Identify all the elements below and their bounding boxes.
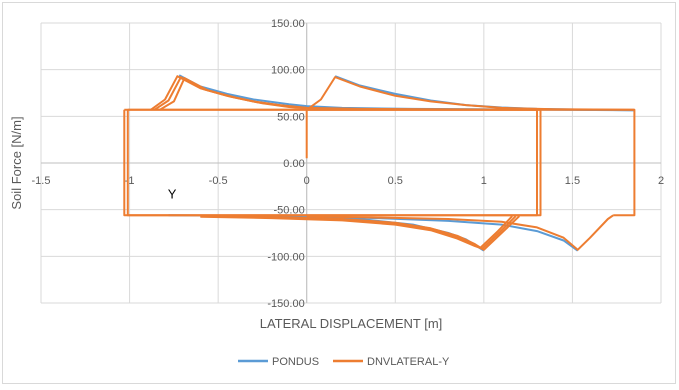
y-tick-label: 150.00 <box>271 18 305 30</box>
chart-frame: -1.5 -1 -0.5 0 0.5 1 1.5 2 150.00 100.00 50.00 0.00… <box>2 2 676 384</box>
series-line-dnvlateral-y <box>306 214 614 251</box>
y-tick-label: 50.00 <box>277 111 305 123</box>
x-tick-label: 0 <box>304 175 310 187</box>
x-tick-label: 1.5 <box>565 175 580 187</box>
legend: PONDUS DNVLATERAL-Y <box>238 356 450 368</box>
x-tick-label: -0.5 <box>209 175 228 187</box>
axes: -1.5 -1 -0.5 0 0.5 1 1.5 2 150.00 100.00 50.00 0.00… <box>32 18 665 310</box>
legend-label: PONDUS <box>272 356 319 368</box>
x-axis-title: LATERAL DISPLACEMENT [m] <box>260 316 443 331</box>
legend-item: DNVLATERAL-Y <box>333 356 450 368</box>
y-tick-label: 100.00 <box>271 65 305 77</box>
series-line-dnvlateral-y <box>305 76 635 159</box>
legend-item: PONDUS <box>238 356 319 368</box>
x-tick-label: 1 <box>481 175 487 187</box>
y-axis-title: Soil Force [N/m] <box>9 116 24 209</box>
annotation-label: Y <box>168 186 177 201</box>
series-line-dnvlateral-y <box>159 77 307 111</box>
x-tick-label: 2 <box>658 175 664 187</box>
legend-label: DNVLATERAL-Y <box>367 356 450 368</box>
series-line-pondus <box>178 74 635 112</box>
series-line-pondus <box>334 75 635 112</box>
y-tick-label: -50.00 <box>274 205 305 217</box>
x-tick-label: -1.5 <box>32 175 51 187</box>
axis-labels: Soil Force [N/m] LATERAL DISPLACEMENT [m… <box>9 116 442 331</box>
y-tick-label: 0.00 <box>283 158 304 170</box>
y-tick-label: -100.00 <box>267 251 304 263</box>
x-tick-label: -1 <box>125 175 135 187</box>
x-tick-label: 0.5 <box>388 175 403 187</box>
chart-canvas: -1.5 -1 -0.5 0 0.5 1 1.5 2 150.00 100.00 50.00 0.00… <box>9 18 665 368</box>
y-tick-label: -150.00 <box>267 298 304 310</box>
plot-series: Y <box>123 74 636 252</box>
series-line-dnvlateral-y <box>200 215 513 249</box>
